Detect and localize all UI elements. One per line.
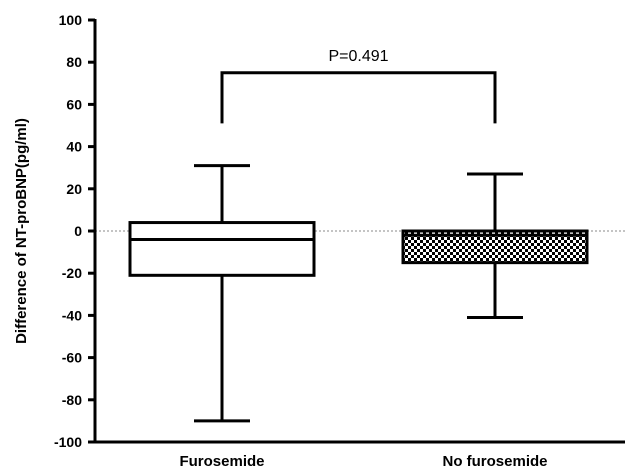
- y-tick-label: -20: [62, 265, 82, 281]
- y-axis-label: Difference of NT-proBNP(pg/ml): [13, 118, 30, 344]
- box-no-furosemide: [401, 172, 589, 320]
- y-tick-label: -100: [54, 434, 82, 450]
- y-axis-ticks: 100 80 60 40 20 0 -20 -40 -60 -80 -100: [54, 12, 95, 450]
- y-tick-label: -60: [62, 350, 82, 366]
- y-tick-label: 20: [66, 181, 82, 197]
- p-value-label: P=0.491: [328, 48, 388, 65]
- significance-annotation: P=0.491: [220, 48, 497, 124]
- iqr-box: [128, 221, 316, 277]
- y-tick-label: 0: [74, 223, 82, 239]
- y-tick-label: 80: [66, 54, 82, 70]
- x-category-label: No furosemide: [442, 453, 547, 470]
- significance-bracket: [220, 71, 497, 124]
- box-series: [128, 164, 589, 423]
- y-tick-label: -80: [62, 392, 82, 408]
- y-tick-label: 60: [66, 96, 82, 112]
- box-furosemide: [128, 164, 316, 423]
- y-tick-label: 40: [66, 139, 82, 155]
- x-category-label: Furosemide: [179, 453, 264, 470]
- x-axis-categories: Furosemide No furosemide: [179, 453, 547, 470]
- y-tick-label: -40: [62, 307, 82, 323]
- y-tick-label: 100: [59, 12, 83, 28]
